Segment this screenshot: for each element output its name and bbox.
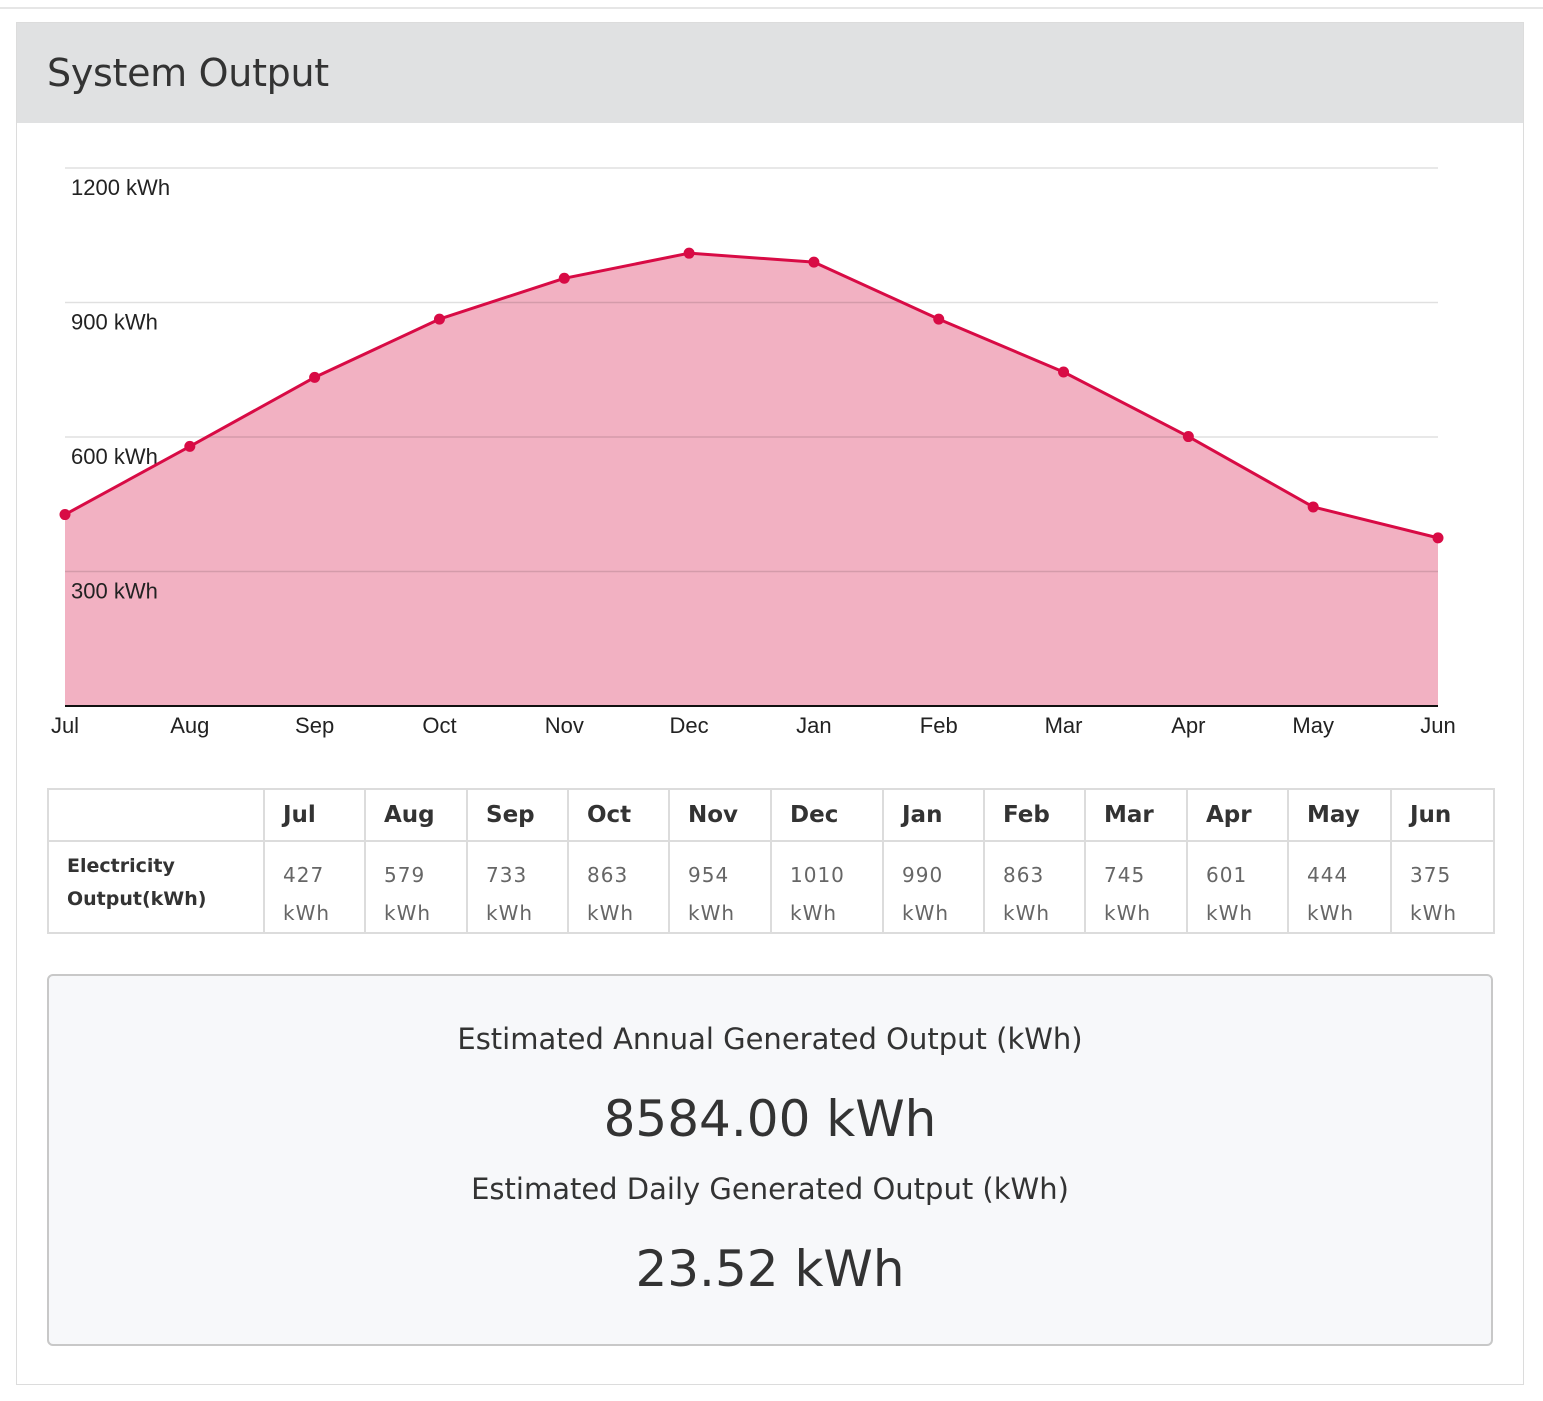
area-fill <box>65 253 1438 706</box>
row-label: Electricity Output(kWh) <box>47 840 265 934</box>
annual-output-label: Estimated Annual Generated Output (kWh) <box>457 1022 1083 1056</box>
output-cell: 444 kWh <box>1287 840 1392 934</box>
data-point <box>1182 431 1194 443</box>
y-tick-label: 300 kWh <box>71 579 158 604</box>
output-cell: 579 kWh <box>364 840 468 934</box>
x-tick-label: Sep <box>295 713 334 738</box>
data-point <box>184 440 196 452</box>
series-line <box>64 251 1439 540</box>
output-cell: 733 kWh <box>466 840 569 934</box>
data-point <box>433 313 445 325</box>
x-tick-label: Jan <box>796 713 831 738</box>
daily-output-label: Estimated Daily Generated Output (kWh) <box>471 1172 1069 1206</box>
output-cell: 745 kWh <box>1084 840 1188 934</box>
data-point <box>808 256 820 268</box>
x-tick-label: Nov <box>545 713 584 738</box>
data-point <box>309 371 321 383</box>
daily-output-value: 23.52 kWh <box>635 1240 905 1298</box>
data-point <box>683 247 695 259</box>
column-header: Aug <box>364 788 468 842</box>
data-point <box>1432 532 1444 544</box>
top-divider <box>0 0 1543 9</box>
monthly-output-table: Jul Aug Sep Oct Nov Dec Jan Feb Mar Apr May Jun Ele… <box>47 788 1495 934</box>
column-header: Oct <box>567 788 670 842</box>
x-tick-label: Oct <box>422 713 456 738</box>
column-header: Jun <box>1390 788 1495 842</box>
table-header-row: Jul Aug Sep Oct Nov Dec Jan Feb Mar Apr May Jun <box>47 788 1495 842</box>
output-cell: 601 kWh <box>1186 840 1289 934</box>
data-point <box>933 313 945 325</box>
column-header: Nov <box>668 788 772 842</box>
y-tick-label: 1200 kWh <box>71 175 170 200</box>
y-tick-label: 600 kWh <box>71 444 158 469</box>
column-header: Jul <box>263 788 366 842</box>
data-point <box>1307 501 1319 513</box>
output-cell: 863 kWh <box>567 840 670 934</box>
column-header: Dec <box>770 788 884 842</box>
x-tick-label: Aug <box>170 713 209 738</box>
x-tick-label: Apr <box>1171 713 1205 738</box>
column-header: Apr <box>1186 788 1289 842</box>
column-header: May <box>1287 788 1392 842</box>
column-header: Sep <box>466 788 569 842</box>
x-tick-label: Feb <box>920 713 958 738</box>
x-tick-label: Jul <box>51 713 79 738</box>
output-cell: 954 kWh <box>668 840 772 934</box>
output-area-chart: 300 kWh 600 kWh 900 kWh 1200 kWh Jul Aug Sep Oc… <box>51 167 1456 738</box>
output-cell: 375 kWh <box>1390 840 1495 934</box>
annual-output-value: 8584.00 kWh <box>603 1090 937 1148</box>
y-tick-label: 900 kWh <box>71 310 158 335</box>
panel-header: System Output <box>17 23 1523 123</box>
data-point <box>1058 366 1070 378</box>
output-cell: 990 kWh <box>882 840 985 934</box>
output-cell: 1010 kWh <box>770 840 884 934</box>
column-header: Feb <box>983 788 1086 842</box>
column-header: Mar <box>1084 788 1188 842</box>
data-point <box>59 509 71 521</box>
data-point <box>558 272 570 284</box>
table-row: Electricity Output(kWh) 427 kWh 579 kWh 73… <box>47 840 1495 934</box>
output-cell: 863 kWh <box>983 840 1086 934</box>
x-tick-label: Mar <box>1045 713 1083 738</box>
x-tick-label: Dec <box>670 713 709 738</box>
output-cell: 427 kWh <box>263 840 366 934</box>
table-corner-cell <box>47 788 265 842</box>
column-header: Jan <box>882 788 985 842</box>
x-tick-label: Jun <box>1420 713 1455 738</box>
output-summary-box: Estimated Annual Generated Output (kWh) … <box>47 974 1493 1346</box>
x-tick-label: May <box>1292 713 1334 738</box>
panel-title: System Output <box>47 51 329 95</box>
